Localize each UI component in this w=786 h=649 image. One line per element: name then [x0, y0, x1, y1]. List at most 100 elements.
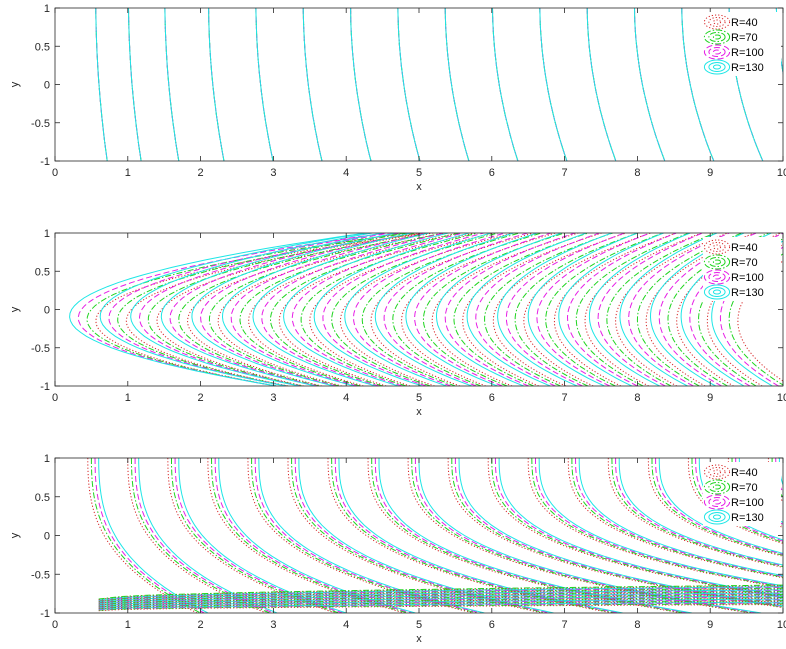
contour-R70-2 [171, 458, 340, 613]
contour-R70-49 [453, 233, 589, 386]
x-tick-label: 9 [707, 619, 713, 631]
contour-R130-75 [619, 233, 718, 386]
contour-R130-33 [98, 592, 783, 605]
y-tick-label: -0.5 [31, 343, 50, 355]
contour-R40-13 [607, 458, 783, 568]
contour-R130-39 [344, 233, 492, 386]
contour-R40-4 [247, 458, 474, 613]
contour-R40-28 [309, 233, 494, 386]
contour-R130-7 [397, 8, 421, 161]
x-tick-label: 8 [634, 619, 640, 631]
legend-entry-R70: R=70 [703, 479, 758, 495]
x-tick-label: 3 [270, 167, 276, 179]
x-tick-label: 8 [634, 392, 640, 404]
contour-R100-11 [535, 458, 783, 588]
contour-R130-10 [539, 8, 568, 161]
legend-entry-R40: R=40 [703, 464, 758, 480]
contour-R100-38 [352, 233, 506, 386]
contour-R100-46 [414, 233, 552, 386]
x-tick-label: 3 [270, 619, 276, 631]
y-axis-label: y [9, 81, 21, 87]
contour-R100-2 [174, 458, 343, 613]
contour-R40-32 [339, 233, 513, 386]
y-tick-label: 0 [44, 531, 50, 543]
contour-lines [95, 8, 783, 161]
contour-R70-57 [514, 233, 638, 386]
x-tick-label: 2 [198, 619, 204, 631]
y-tick-label: 0 [44, 305, 50, 317]
contour-R100-58 [505, 233, 625, 386]
contour-R40-1 [127, 458, 267, 613]
contour-R40-42 [98, 585, 783, 600]
contour-R130-4 [255, 8, 274, 161]
y-axis-label: y [9, 306, 21, 312]
contour-R130-47 [405, 233, 538, 386]
contour-R40-38 [98, 588, 783, 602]
legend: R=40 R=70 R=100 R=130 [703, 237, 781, 301]
contour-R130-55 [466, 233, 587, 386]
contour-R100-4 [254, 458, 482, 613]
contour-R70-4 [251, 458, 478, 613]
contour-R40-3 [208, 8, 225, 161]
contour-R40-4 [125, 233, 423, 386]
x-tick-label: 4 [343, 167, 349, 179]
contour-R130-14 [658, 458, 783, 554]
contour-R100-14 [655, 458, 783, 555]
x-tick-label: 3 [270, 392, 276, 404]
contour-R70-21 [239, 233, 443, 386]
contour-R130-15 [698, 458, 783, 541]
contour-R130-12 [634, 8, 666, 161]
contour-R130-9 [458, 458, 783, 607]
x-tick-label: 0 [52, 619, 58, 631]
contour-R70-12 [634, 8, 666, 161]
panel-3: 01234567891010.50-0.5-1xyR=40R=70R=100R=… [9, 453, 786, 645]
contour-R130-3 [208, 8, 225, 161]
contour-R70-25 [269, 233, 460, 386]
contour-R100-0 [95, 8, 108, 161]
contour-R130-21 [98, 601, 783, 610]
contour-R100-20 [98, 602, 783, 611]
contour-R130-79 [649, 233, 745, 386]
contour-R40-36 [370, 233, 534, 386]
contour-R130-11 [130, 233, 373, 386]
contour-R130-9 [492, 8, 519, 161]
contour-R130-63 [527, 233, 638, 386]
x-tick-label: 2 [198, 167, 204, 179]
contour-R70-19 [98, 603, 783, 611]
contour-R100-6 [334, 458, 620, 613]
contour-R130-29 [98, 595, 783, 607]
axes-box [54, 7, 784, 162]
contour-R100-6 [108, 233, 385, 386]
y-tick-label: -1 [40, 156, 50, 168]
contour-R40-34 [98, 591, 783, 604]
contour-R100-4 [255, 8, 274, 161]
contour-R130-25 [98, 598, 783, 608]
contour-R40-12 [186, 233, 434, 386]
contour-R70-27 [98, 597, 783, 607]
contour-R40-18 [98, 604, 783, 612]
contour-R40-6 [350, 8, 372, 161]
contour-R70-35 [98, 590, 783, 604]
contour-R70-15 [691, 458, 783, 543]
x-axis-label: x [416, 406, 422, 418]
contour-R70-3 [208, 8, 225, 161]
x-tick-label: 4 [343, 619, 349, 631]
contour-R130-43 [374, 233, 514, 386]
contour-R70-2 [164, 8, 180, 161]
x-tick-label: 5 [416, 167, 422, 179]
contour-R100-9 [492, 8, 519, 161]
legend-label: R=70 [731, 257, 758, 269]
contour-R70-0 [90, 458, 201, 613]
contour-R40-6 [327, 458, 612, 613]
contour-R70-9 [147, 233, 408, 386]
contour-R100-34 [322, 233, 484, 386]
contour-R130-0 [98, 458, 209, 613]
contour-R100-2 [164, 8, 180, 161]
contour-R40-20 [248, 233, 459, 386]
x-tick-label: 9 [707, 392, 713, 404]
contour-R100-50 [444, 233, 576, 386]
x-tick-label: 1 [125, 392, 131, 404]
y-axis-label: y [9, 532, 21, 538]
legend-label: R=130 [731, 62, 764, 74]
contour-R130-11 [538, 458, 783, 587]
